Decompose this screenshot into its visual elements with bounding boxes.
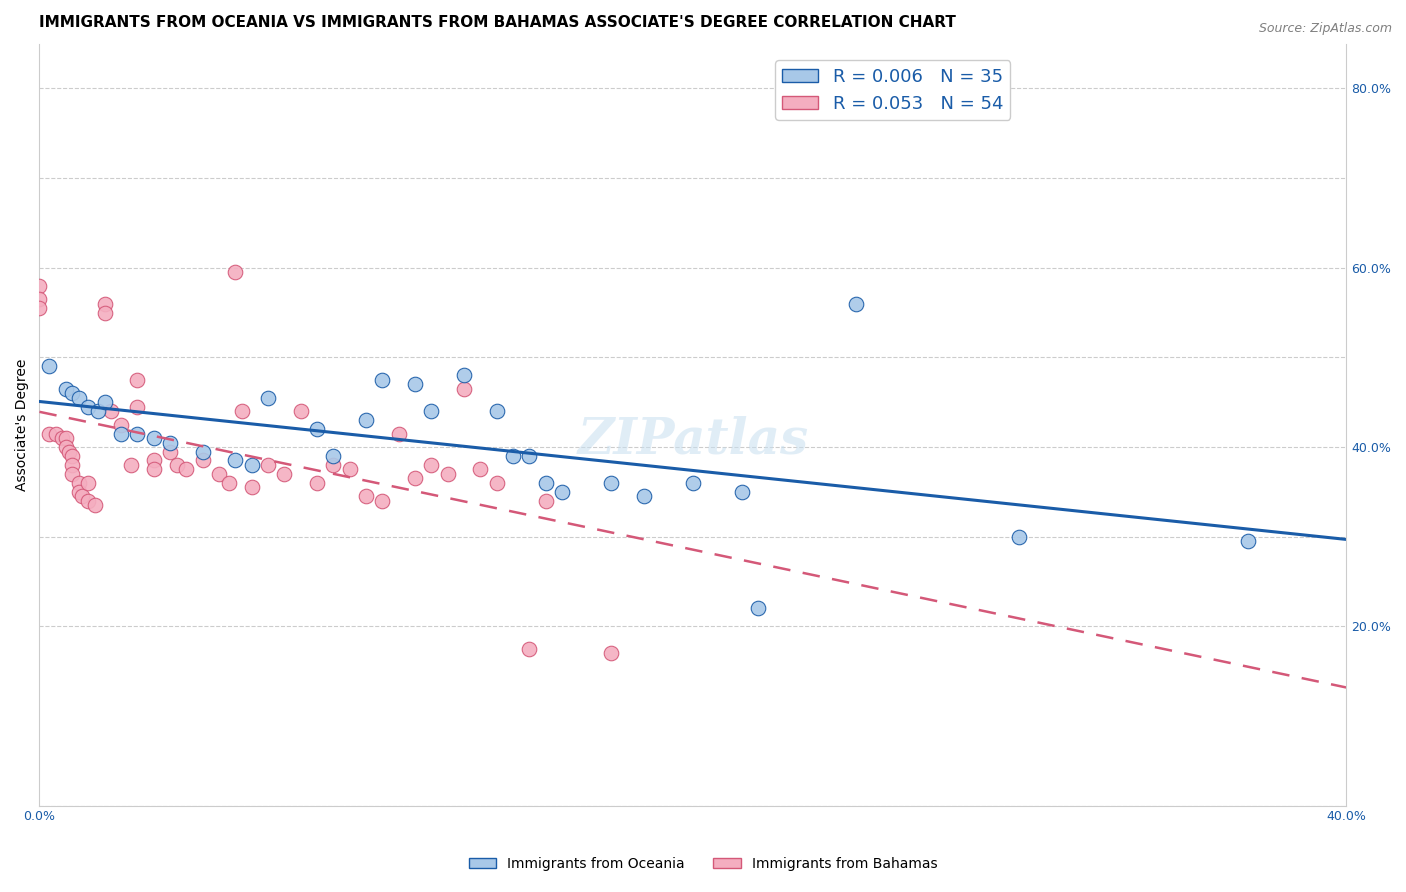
- Point: [682, 475, 704, 490]
- Point: [84, 499, 107, 513]
- Point: [322, 449, 344, 463]
- Point: [485, 404, 508, 418]
- Point: [127, 400, 149, 414]
- Point: [485, 475, 508, 490]
- Point: [339, 462, 361, 476]
- Point: [731, 484, 754, 499]
- Point: [60, 458, 83, 472]
- Point: [534, 493, 557, 508]
- Point: [519, 641, 541, 656]
- Point: [420, 404, 443, 418]
- Point: [240, 480, 263, 494]
- Point: [273, 467, 295, 481]
- Point: [142, 453, 165, 467]
- Point: [257, 458, 280, 472]
- Point: [224, 453, 246, 467]
- Point: [633, 489, 655, 503]
- Point: [70, 489, 93, 503]
- Point: [388, 426, 411, 441]
- Point: [28, 292, 51, 306]
- Point: [307, 475, 329, 490]
- Point: [38, 359, 60, 374]
- Point: [94, 305, 117, 319]
- Point: [55, 382, 77, 396]
- Point: [28, 278, 51, 293]
- Point: [354, 489, 377, 503]
- Point: [191, 453, 214, 467]
- Point: [45, 426, 67, 441]
- Point: [94, 395, 117, 409]
- Point: [67, 391, 90, 405]
- Point: [142, 431, 165, 445]
- Point: [404, 377, 426, 392]
- Text: ZIPatlas: ZIPatlas: [578, 416, 808, 465]
- Point: [519, 449, 541, 463]
- Point: [600, 475, 623, 490]
- Point: [371, 493, 394, 508]
- Point: [110, 417, 132, 432]
- Text: IMMIGRANTS FROM OCEANIA VS IMMIGRANTS FROM BAHAMAS ASSOCIATE'S DEGREE CORRELATIO: IMMIGRANTS FROM OCEANIA VS IMMIGRANTS FR…: [39, 15, 956, 30]
- Point: [58, 444, 80, 458]
- Point: [159, 435, 181, 450]
- Point: [60, 467, 83, 481]
- Point: [176, 462, 198, 476]
- Point: [77, 475, 100, 490]
- Point: [747, 601, 769, 615]
- Point: [600, 646, 623, 660]
- Point: [257, 391, 280, 405]
- Point: [1237, 534, 1260, 549]
- Point: [67, 484, 90, 499]
- Point: [436, 467, 458, 481]
- Legend: R = 0.006   N = 35, R = 0.053   N = 54: R = 0.006 N = 35, R = 0.053 N = 54: [775, 61, 1011, 120]
- Point: [845, 296, 868, 310]
- Point: [231, 404, 253, 418]
- Point: [404, 471, 426, 485]
- Y-axis label: Associate's Degree: Associate's Degree: [15, 359, 30, 491]
- Point: [322, 458, 344, 472]
- Point: [94, 296, 117, 310]
- Point: [453, 368, 475, 383]
- Point: [38, 426, 60, 441]
- Point: [142, 462, 165, 476]
- Point: [371, 373, 394, 387]
- Point: [55, 431, 77, 445]
- Point: [534, 475, 557, 490]
- Point: [191, 444, 214, 458]
- Point: [290, 404, 312, 418]
- Point: [159, 444, 181, 458]
- Point: [51, 431, 73, 445]
- Point: [218, 475, 240, 490]
- Point: [120, 458, 142, 472]
- Point: [60, 449, 83, 463]
- Point: [470, 462, 492, 476]
- Point: [224, 265, 246, 279]
- Point: [208, 467, 231, 481]
- Text: Source: ZipAtlas.com: Source: ZipAtlas.com: [1258, 22, 1392, 36]
- Point: [77, 493, 100, 508]
- Point: [100, 404, 122, 418]
- Point: [354, 413, 377, 427]
- Point: [240, 458, 263, 472]
- Point: [502, 449, 524, 463]
- Legend: Immigrants from Oceania, Immigrants from Bahamas: Immigrants from Oceania, Immigrants from…: [463, 851, 943, 876]
- Point: [87, 404, 110, 418]
- Point: [77, 400, 100, 414]
- Point: [55, 440, 77, 454]
- Point: [551, 484, 574, 499]
- Point: [110, 426, 132, 441]
- Point: [60, 386, 83, 401]
- Point: [127, 426, 149, 441]
- Point: [1008, 530, 1031, 544]
- Point: [127, 373, 149, 387]
- Point: [166, 458, 188, 472]
- Point: [453, 382, 475, 396]
- Point: [28, 301, 51, 315]
- Point: [307, 422, 329, 436]
- Point: [67, 475, 90, 490]
- Point: [420, 458, 443, 472]
